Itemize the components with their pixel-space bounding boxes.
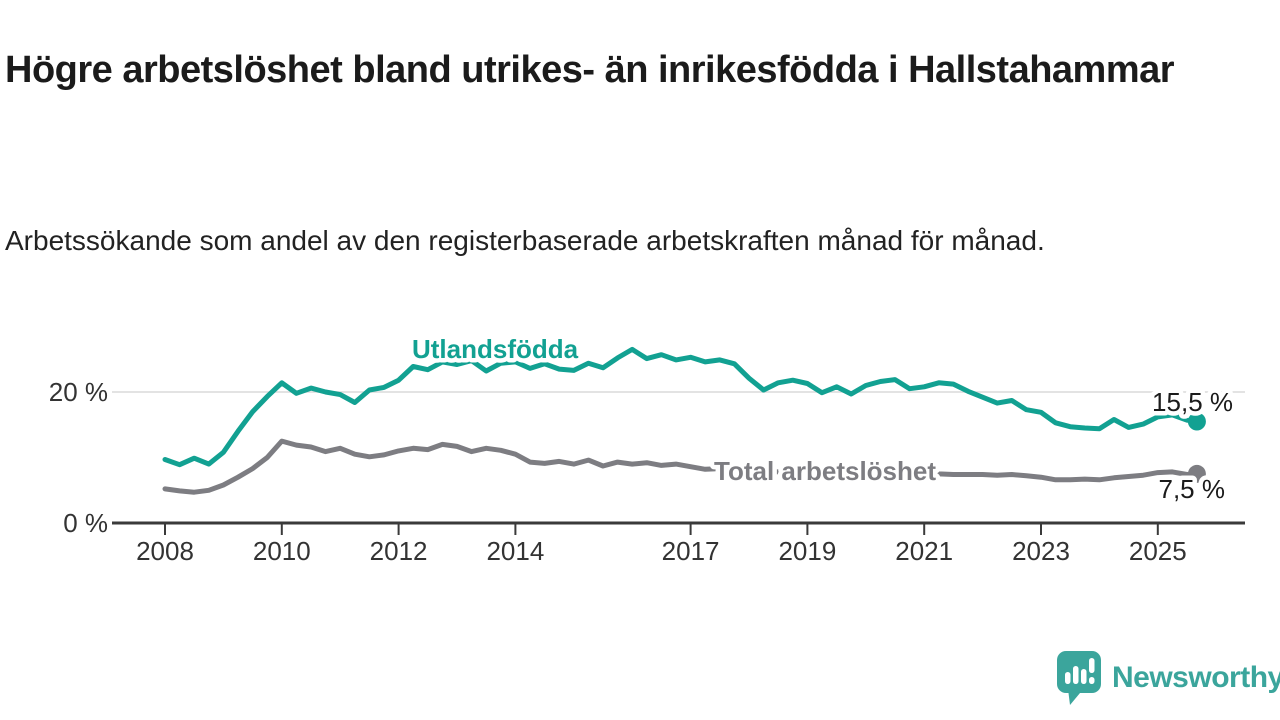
y-tick-label-20: 20 % [49,377,108,407]
newsworthy-logo: Newsworthy [1056,650,1280,706]
x-tick-label: 2014 [486,536,544,566]
x-tick-label: 2019 [778,536,836,566]
chart-subtitle: Arbetssökande som andel av den registerb… [5,225,1045,256]
end-value-label-total: 7,5 % [1159,474,1226,504]
series-label-utlandsfodda: Utlandsfödda [412,334,579,364]
end-dot-0 [1187,412,1206,431]
series-label-total: Total arbetslöshet [714,456,936,486]
x-tick-label: 2012 [370,536,428,566]
end-value-label-utlandsfodda: 15,5 % [1152,387,1233,417]
end-dot-1 [1187,464,1206,483]
newsworthy-logo-icon [1057,651,1101,705]
x-axis-ticks: 2008 2010 2012 2014 2017 2019 2021 2023 2025 [136,524,1187,566]
line-chart: 2008 2010 2012 2014 2017 2019 2021 2023 2025 20 … [49,330,1245,566]
bar-2 [1073,666,1079,684]
series-line-0 [162,346,1200,468]
newsworthy-logo-text: Newsworthy [1112,661,1280,694]
exclamation-dot [1089,677,1095,684]
bar-3 [1081,669,1087,684]
page-title: Högre arbetslöshet bland utrikes- än inr… [5,49,1175,92]
series-lines [162,346,1206,495]
x-tick-label: 2017 [662,536,720,566]
x-tick-label: 2025 [1129,536,1187,566]
speech-bubble-shape [1057,651,1101,705]
x-tick-label: 2010 [253,536,311,566]
bar-1 [1065,672,1071,684]
x-tick-label: 2023 [1012,536,1070,566]
y-tick-label-0: 0 % [63,508,108,538]
x-tick-label: 2008 [136,536,194,566]
series-line-1 [162,438,1200,495]
x-tick-label: 2021 [895,536,953,566]
exclamation-bar [1089,658,1095,673]
